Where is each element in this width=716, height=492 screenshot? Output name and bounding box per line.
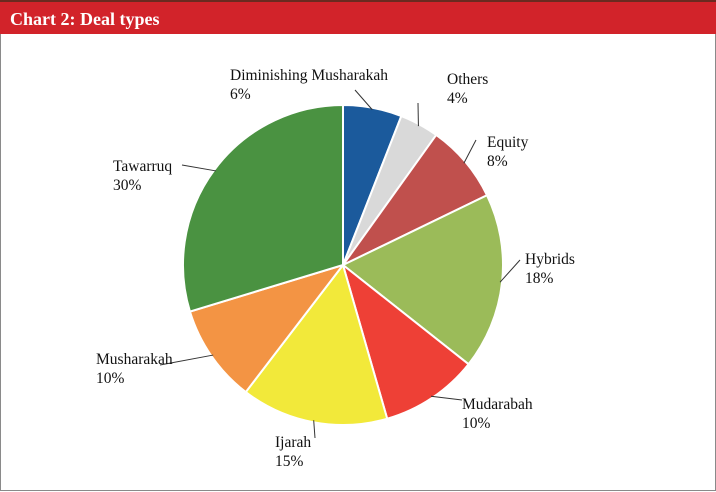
data-label: Ijarah 15% xyxy=(275,433,311,471)
pie-slice-musharakah xyxy=(188,263,346,394)
pie-slice-mudarabah xyxy=(341,262,470,421)
slice-value: 8% xyxy=(487,153,508,170)
data-label: Mudarabah 10% xyxy=(462,395,533,433)
slice-value: 10% xyxy=(96,370,125,387)
leader-line xyxy=(313,420,316,439)
data-label: Others 4% xyxy=(447,70,488,108)
slice-name: Diminishing Musharakah xyxy=(230,67,388,84)
slice-name: Hybrids xyxy=(525,251,575,268)
slice-value: 18% xyxy=(525,270,554,287)
chart-title: Chart 2: Deal types xyxy=(10,9,160,29)
data-label: Diminishing Musharakah 6% xyxy=(230,66,388,104)
slice-name: Equity xyxy=(487,134,529,151)
data-label: Musharakah 10% xyxy=(96,350,173,388)
slice-value: 4% xyxy=(447,90,468,107)
pie-slice-hybrids xyxy=(341,193,504,366)
slice-value: 15% xyxy=(275,453,304,470)
slice-name: Tawarruq xyxy=(113,158,173,175)
slice-name: Mudarabah xyxy=(462,396,533,413)
leader-line xyxy=(181,164,217,172)
slice-value: 30% xyxy=(113,177,142,194)
pie-slice-tawarruq xyxy=(182,103,344,313)
leader-line xyxy=(159,354,214,366)
leader-line xyxy=(430,395,463,401)
data-label: Tawarruq 30% xyxy=(113,157,172,195)
leader-line xyxy=(463,139,477,164)
slice-value: 10% xyxy=(462,415,491,432)
slice-name: Others xyxy=(447,71,489,88)
slice-value: 6% xyxy=(230,86,251,103)
data-label: Hybrids 18% xyxy=(525,250,575,288)
data-label: Equity 8% xyxy=(487,133,528,171)
slice-name: Ijarah xyxy=(275,434,312,451)
chart-header: Chart 2: Deal types xyxy=(0,0,716,34)
leader-line xyxy=(354,89,373,111)
slice-name: Musharakah xyxy=(96,351,173,368)
leader-line xyxy=(499,259,521,283)
